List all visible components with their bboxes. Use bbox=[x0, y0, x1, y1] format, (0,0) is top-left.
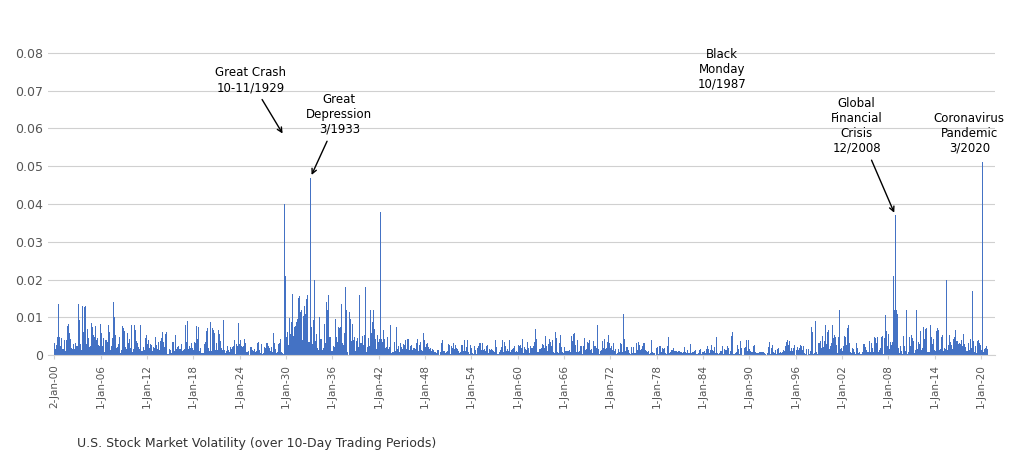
Text: U.S. Stock Market Volatility (over 10-Day Trading Periods): U.S. Stock Market Volatility (over 10-Da… bbox=[77, 437, 436, 450]
Text: Great Crash
10-11/1929: Great Crash 10-11/1929 bbox=[215, 66, 286, 132]
Text: Global
Financial
Crisis
12/2008: Global Financial Crisis 12/2008 bbox=[830, 97, 894, 211]
Text: Great
Depression
3/1933: Great Depression 3/1933 bbox=[306, 93, 373, 173]
Text: Black
Monday
10/1987: Black Monday 10/1987 bbox=[697, 48, 746, 91]
Text: Coronavirus
Pandemic
3/2020: Coronavirus Pandemic 3/2020 bbox=[934, 112, 1005, 155]
